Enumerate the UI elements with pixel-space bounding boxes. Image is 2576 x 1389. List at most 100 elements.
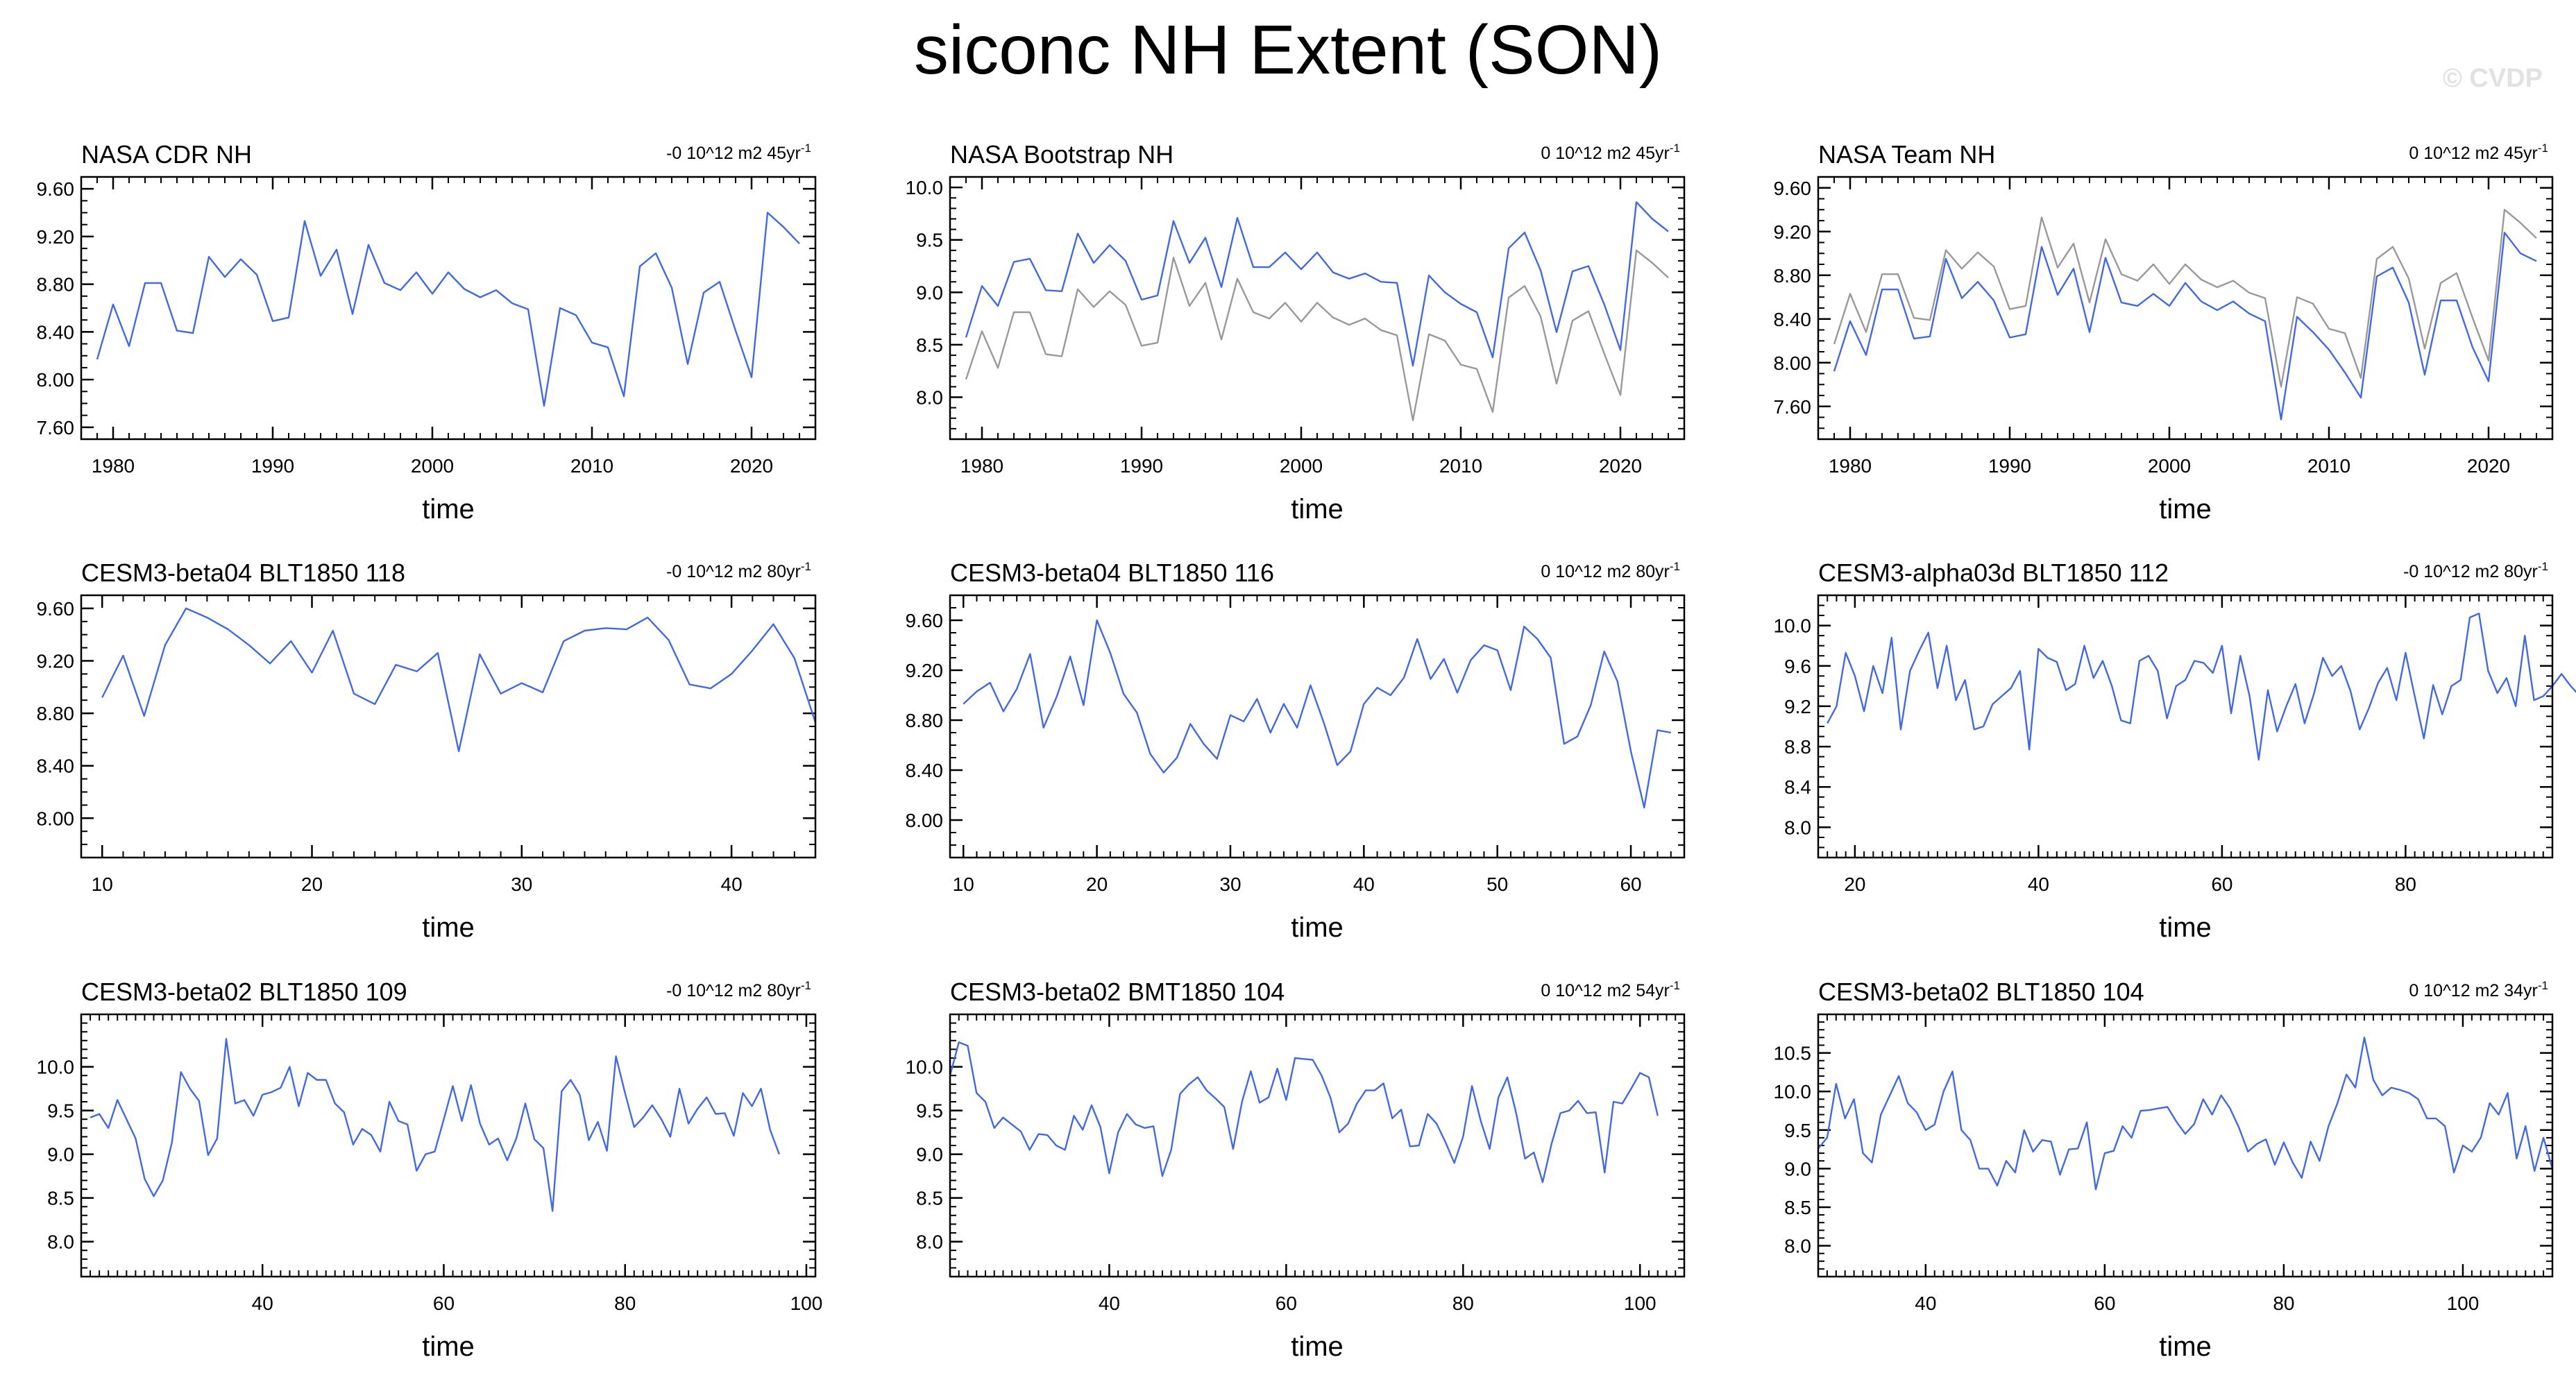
x-tick-label: 2000: [2148, 455, 2191, 477]
y-tick-label: 9.60: [1774, 178, 1812, 199]
y-tick-label: 9.60: [906, 610, 944, 631]
x-tick-label: 100: [2447, 1293, 2480, 1314]
x-tick-label: 40: [1353, 874, 1375, 895]
y-tick-label: 8.5: [916, 334, 943, 356]
y-tick-label: 8.4: [1784, 776, 1811, 798]
y-tick-label: 9.6: [1784, 656, 1811, 677]
chart-panel-8: CESM3-beta02 BMT1850 104 0 10^12 m2 54yr-…: [906, 978, 1686, 1362]
y-tick-label: 9.20: [37, 226, 75, 248]
x-tick-label: 10: [92, 874, 113, 895]
x-tick-label: 2000: [411, 455, 454, 477]
x-tick-label: 1990: [251, 455, 294, 477]
x-tick-label: 100: [790, 1293, 823, 1314]
y-tick-label: 8.0: [1784, 1236, 1811, 1257]
x-minor-ticks: [1817, 177, 2553, 439]
y-tick-label: 9.5: [916, 1100, 943, 1122]
x-tick-label: 10: [953, 874, 974, 895]
trend-exponent: -1: [1670, 142, 1680, 155]
y-tick-label: 10.0: [906, 1057, 944, 1078]
y-minor-ticks: [81, 1014, 815, 1277]
x-tick-label: 40: [252, 1293, 273, 1314]
y-tick-label: 10.0: [906, 177, 944, 198]
x-axis-label: time: [1291, 494, 1344, 525]
y-tick-label: 9.0: [1784, 1158, 1811, 1179]
trend-text: 0 10^12 m2 45yr: [1541, 144, 1669, 163]
x-tick-label: 80: [1452, 1293, 1474, 1314]
trend-text: -0 10^12 m2 80yr: [666, 981, 801, 1000]
y-tick-label: 8.80: [37, 274, 75, 296]
trend-label: -0 10^12 m2 80yr-1: [666, 560, 811, 581]
y-tick-label: 8.00: [1774, 352, 1812, 374]
trend-exponent: -1: [801, 560, 811, 573]
x-tick-label: 1990: [1988, 455, 2031, 477]
chart-panel-7: CESM3-beta02 BLT1850 109 -0 10^12 m2 80yr…: [37, 978, 823, 1362]
y-tick-label: 8.00: [37, 808, 75, 829]
x-axis-label: time: [2159, 1331, 2212, 1362]
x-minor-ticks: [949, 177, 1685, 439]
x-tick-label: 1990: [1120, 455, 1163, 477]
plot-frame: [80, 1013, 817, 1278]
y-tick-label: 7.60: [1774, 396, 1812, 418]
x-axis-label: time: [2159, 494, 2212, 525]
trend-text: 0 10^12 m2 45yr: [2409, 144, 2537, 163]
chart-panel-9: CESM3-beta02 BLT1850 104 0 10^12 m2 34yr-…: [1774, 978, 2554, 1362]
y-tick-label: 9.5: [916, 230, 943, 251]
y-tick-label: 8.40: [37, 756, 75, 777]
x-tick-label: 50: [1486, 874, 1508, 895]
y-minor-ticks: [1818, 176, 2552, 440]
trend-exponent: -1: [2538, 560, 2548, 573]
x-tick-label: 40: [1099, 1293, 1120, 1314]
trend-label: 0 10^12 m2 80yr-1: [1541, 560, 1680, 581]
x-minor-ticks: [1817, 1014, 2553, 1277]
x-tick-label: 60: [1620, 874, 1641, 895]
y-tick-label: 9.0: [47, 1144, 74, 1166]
series-line-primary: [965, 201, 1669, 367]
y-tick-label: 8.00: [37, 369, 75, 391]
trend-exponent: -1: [2538, 142, 2548, 155]
chart-panel-2: NASA Bootstrap NH 0 10^12 m2 45yr-1 1980 19…: [906, 140, 1686, 525]
trend-label: 0 10^12 m2 34yr-1: [2409, 979, 2548, 1000]
x-tick-label: 1980: [960, 455, 1003, 477]
x-minor-ticks: [80, 595, 816, 858]
x-axis-label: time: [422, 1331, 475, 1362]
series-line-primary: [90, 1038, 780, 1212]
cvdp-watermark: © CVDP: [2442, 64, 2543, 93]
y-tick-label: 9.0: [916, 282, 943, 303]
series-line-primary: [1833, 232, 2537, 420]
plot-frame: [949, 594, 1686, 859]
trend-exponent: -1: [1670, 979, 1680, 992]
trend-label: -0 10^12 m2 45yr-1: [666, 142, 811, 163]
y-tick-label: 8.80: [906, 710, 944, 731]
y-minor-ticks: [950, 595, 1684, 858]
x-tick-label: 20: [301, 874, 323, 895]
x-tick-label: 60: [433, 1293, 455, 1314]
chart-panel-4: CESM3-beta04 BLT1850 118 -0 10^12 m2 80yr…: [37, 559, 817, 943]
panel-title: NASA CDR NH: [81, 140, 252, 169]
panel-title: NASA Team NH: [1818, 140, 1995, 169]
series-line-reference: [1833, 209, 2537, 388]
trend-text: -0 10^12 m2 45yr: [666, 144, 801, 163]
trend-text: 0 10^12 m2 80yr: [1541, 562, 1669, 581]
series-line-primary: [101, 607, 817, 753]
y-tick-label: 10.0: [1774, 1081, 1812, 1102]
y-tick-label: 9.5: [47, 1100, 74, 1122]
plot-frame: [1817, 1013, 2554, 1278]
y-tick-label: 8.0: [1784, 817, 1811, 838]
panel-title: CESM3-beta02 BLT1850 109: [81, 978, 407, 1006]
trend-exponent: -1: [1670, 560, 1680, 573]
series-line-primary: [96, 212, 800, 407]
trend-text: 0 10^12 m2 34yr: [2409, 981, 2537, 1000]
x-minor-ticks: [80, 1014, 816, 1277]
trend-exponent: -1: [801, 979, 811, 992]
plot-frame: [80, 176, 817, 441]
trend-label: -0 10^12 m2 80yr-1: [2403, 560, 2548, 581]
y-tick-label: 10.0: [1774, 615, 1812, 637]
trend-label: -0 10^12 m2 80yr-1: [666, 979, 811, 1000]
series-line-primary: [1827, 613, 2576, 761]
y-tick-label: 8.40: [37, 321, 75, 343]
y-minor-ticks: [81, 176, 815, 440]
figure-title: siconc NH Extent (SON): [913, 11, 1663, 89]
x-tick-label: 2010: [2307, 455, 2350, 477]
y-tick-label: 8.40: [906, 760, 944, 781]
